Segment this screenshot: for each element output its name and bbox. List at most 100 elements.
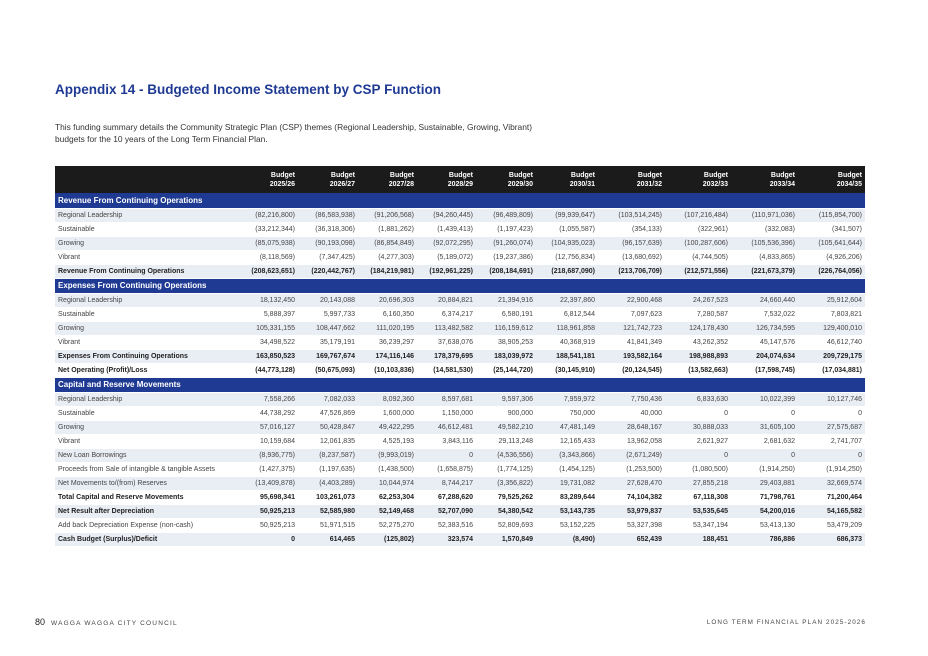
value-cell: 10,127,746 xyxy=(798,392,865,407)
value-cell: 7,558,266 xyxy=(243,392,298,407)
table-row: Vibrant (8,118,569) (7,347,425) (4,277,303)… xyxy=(55,250,865,265)
value-cell: 83,289,644 xyxy=(536,490,598,505)
row-label: Vibrant xyxy=(55,250,243,265)
row-label: Regional Leadership xyxy=(55,208,243,223)
value-cell: (8,118,569) xyxy=(243,250,298,265)
section-title: Capital and Reserve Movements xyxy=(55,377,865,393)
page-title: Appendix 14 - Budgeted Income Statement … xyxy=(55,82,442,97)
value-cell: (105,536,396) xyxy=(731,236,798,251)
value-cell: 47,481,149 xyxy=(536,420,598,435)
page-number: 80 xyxy=(35,617,46,627)
value-cell: (1,197,423) xyxy=(476,222,536,237)
value-cell: 7,750,436 xyxy=(598,392,665,407)
row-label: Regional Leadership xyxy=(55,293,243,308)
value-cell: 53,327,398 xyxy=(598,518,665,533)
row-label: New Loan Borrowings xyxy=(55,448,243,463)
value-cell: (86,583,938) xyxy=(298,208,358,223)
value-cell: 45,147,576 xyxy=(731,335,798,350)
value-cell: 10,022,399 xyxy=(731,392,798,407)
row-label: Sustainable xyxy=(55,222,243,237)
total-row: Total Capital and Reserve Movements 95,69… xyxy=(55,490,865,505)
row-label: Add back Depreciation Expense (non-cash) xyxy=(55,518,243,533)
value-cell: (90,193,098) xyxy=(298,236,358,251)
column-header-year: 2026/27 xyxy=(329,180,355,188)
value-cell: 8,092,360 xyxy=(358,392,417,407)
value-cell: 46,612,740 xyxy=(798,335,865,350)
value-cell: 67,288,620 xyxy=(417,490,476,505)
value-cell: (91,260,074) xyxy=(476,236,536,251)
value-cell: (115,854,700) xyxy=(798,208,865,223)
value-cell: 786,886 xyxy=(731,532,798,547)
value-cell: 10,044,974 xyxy=(358,476,417,491)
value-cell: 614,465 xyxy=(298,532,358,547)
table-row: Vibrant 34,498,522 35,179,191 36,239,297 37,… xyxy=(55,335,865,350)
value-cell: (218,687,090) xyxy=(536,264,598,279)
row-label: Growing xyxy=(55,420,243,435)
value-cell: (13,409,878) xyxy=(243,476,298,491)
column-header-line1: Budget xyxy=(330,171,355,179)
value-cell: 41,841,349 xyxy=(598,335,665,350)
column-header: Budget 2026/27 xyxy=(298,166,358,193)
value-cell: 174,116,146 xyxy=(358,349,417,364)
value-cell: 53,979,837 xyxy=(598,504,665,519)
value-cell: (221,673,379) xyxy=(731,264,798,279)
column-header: Budget 2029/30 xyxy=(476,166,536,193)
value-cell: (1,454,125) xyxy=(536,462,598,477)
table-row: Regional Leadership 7,558,266 7,082,033 8,0… xyxy=(55,392,865,407)
value-cell: (208,184,691) xyxy=(476,264,536,279)
value-cell: 188,541,181 xyxy=(536,349,598,364)
value-cell: 53,152,225 xyxy=(536,518,598,533)
value-cell: 105,331,155 xyxy=(243,321,298,336)
value-cell: 1,570,849 xyxy=(476,532,536,547)
value-cell: (4,833,865) xyxy=(731,250,798,265)
value-cell: (332,083) xyxy=(731,222,798,237)
value-cell: (99,939,647) xyxy=(536,208,598,223)
value-cell: (4,277,303) xyxy=(358,250,417,265)
value-cell: (213,706,709) xyxy=(598,264,665,279)
value-cell: (85,075,938) xyxy=(243,236,298,251)
value-cell: (1,774,125) xyxy=(476,462,536,477)
table-row: Growing 57,016,127 50,428,847 49,422,295 46,… xyxy=(55,420,865,435)
value-cell: (12,756,834) xyxy=(536,250,598,265)
value-cell: 53,347,194 xyxy=(665,518,731,533)
value-cell: (44,773,128) xyxy=(243,363,298,378)
value-cell: 163,850,523 xyxy=(243,349,298,364)
total-row: Net Operating (Profit)/Loss (44,773,128)(… xyxy=(55,363,865,378)
value-cell: 35,179,191 xyxy=(298,335,358,350)
value-cell: (10,103,836) xyxy=(358,363,417,378)
value-cell: (110,971,036) xyxy=(731,208,798,223)
value-cell: (96,489,809) xyxy=(476,208,536,223)
value-cell: 6,580,191 xyxy=(476,307,536,322)
table-row: Sustainable 5,888,397 5,997,733 6,160,350 6,… xyxy=(55,307,865,322)
value-cell: 54,380,542 xyxy=(476,504,536,519)
value-cell: 29,403,881 xyxy=(731,476,798,491)
value-cell: (100,287,606) xyxy=(665,236,731,251)
value-cell: 27,628,470 xyxy=(598,476,665,491)
column-header-line1: Budget xyxy=(448,171,473,179)
value-cell: (1,197,635) xyxy=(298,462,358,477)
column-header: Budget 2031/32 xyxy=(598,166,665,193)
value-cell: 7,082,033 xyxy=(298,392,358,407)
value-cell: 2,621,927 xyxy=(665,434,731,449)
value-cell: 9,597,306 xyxy=(476,392,536,407)
value-cell: 18,132,450 xyxy=(243,293,298,308)
value-cell: 0 xyxy=(731,406,798,421)
table-row: Regional Leadership 18,132,450 20,143,088 2… xyxy=(55,293,865,308)
value-cell: (7,347,425) xyxy=(298,250,358,265)
footer-org: WAGGA WAGGA CITY COUNCIL xyxy=(51,620,178,627)
value-cell: 7,532,022 xyxy=(731,307,798,322)
value-cell: (96,157,639) xyxy=(598,236,665,251)
table-row: Growing (85,075,938) (90,193,098) (86,854,8… xyxy=(55,236,865,251)
value-cell: (25,144,720) xyxy=(476,363,536,378)
column-header: Budget 2033/34 xyxy=(731,166,798,193)
section-title: Revenue From Continuing Operations xyxy=(55,193,865,209)
value-cell: 209,729,175 xyxy=(798,349,865,364)
value-cell: 0 xyxy=(665,448,731,463)
value-cell: 0 xyxy=(243,532,298,547)
value-cell: (86,854,849) xyxy=(358,236,417,251)
section-title: Expenses From Continuing Operations xyxy=(55,278,865,294)
column-header-line1: Budget xyxy=(837,171,862,179)
value-cell: 40,368,919 xyxy=(536,335,598,350)
value-cell: 36,239,297 xyxy=(358,335,417,350)
value-cell: 103,261,073 xyxy=(298,490,358,505)
